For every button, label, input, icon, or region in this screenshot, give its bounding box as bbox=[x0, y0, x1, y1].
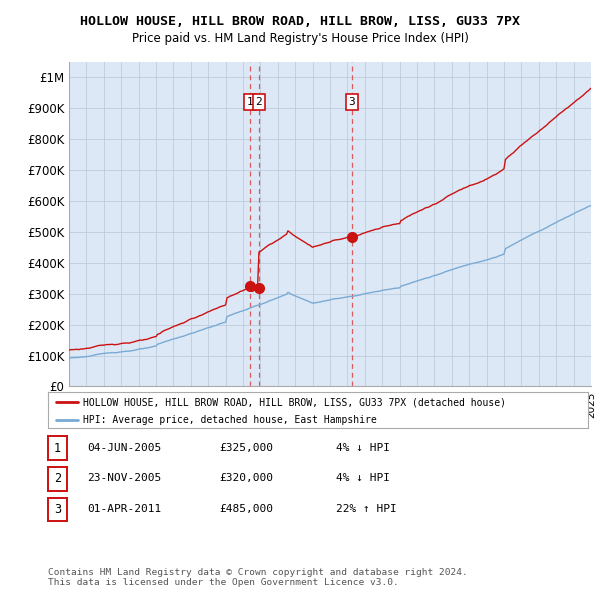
Text: 3: 3 bbox=[349, 97, 355, 107]
Text: £485,000: £485,000 bbox=[219, 504, 273, 514]
Text: 3: 3 bbox=[54, 503, 61, 516]
Text: £325,000: £325,000 bbox=[219, 443, 273, 453]
Text: 01-APR-2011: 01-APR-2011 bbox=[87, 504, 161, 514]
Text: £320,000: £320,000 bbox=[219, 474, 273, 483]
Text: 1: 1 bbox=[247, 97, 254, 107]
Text: HOLLOW HOUSE, HILL BROW ROAD, HILL BROW, LISS, GU33 7PX: HOLLOW HOUSE, HILL BROW ROAD, HILL BROW,… bbox=[80, 15, 520, 28]
Text: 22% ↑ HPI: 22% ↑ HPI bbox=[336, 504, 397, 514]
Text: 4% ↓ HPI: 4% ↓ HPI bbox=[336, 474, 390, 483]
Text: HOLLOW HOUSE, HILL BROW ROAD, HILL BROW, LISS, GU33 7PX (detached house): HOLLOW HOUSE, HILL BROW ROAD, HILL BROW,… bbox=[83, 397, 506, 407]
Text: 04-JUN-2005: 04-JUN-2005 bbox=[87, 443, 161, 453]
Text: Contains HM Land Registry data © Crown copyright and database right 2024.
This d: Contains HM Land Registry data © Crown c… bbox=[48, 568, 468, 587]
Text: 4% ↓ HPI: 4% ↓ HPI bbox=[336, 443, 390, 453]
Text: HPI: Average price, detached house, East Hampshire: HPI: Average price, detached house, East… bbox=[83, 415, 377, 425]
Text: 1: 1 bbox=[54, 442, 61, 455]
Text: 23-NOV-2005: 23-NOV-2005 bbox=[87, 474, 161, 483]
Text: 2: 2 bbox=[54, 473, 61, 486]
Text: 2: 2 bbox=[255, 97, 262, 107]
Text: Price paid vs. HM Land Registry's House Price Index (HPI): Price paid vs. HM Land Registry's House … bbox=[131, 32, 469, 45]
